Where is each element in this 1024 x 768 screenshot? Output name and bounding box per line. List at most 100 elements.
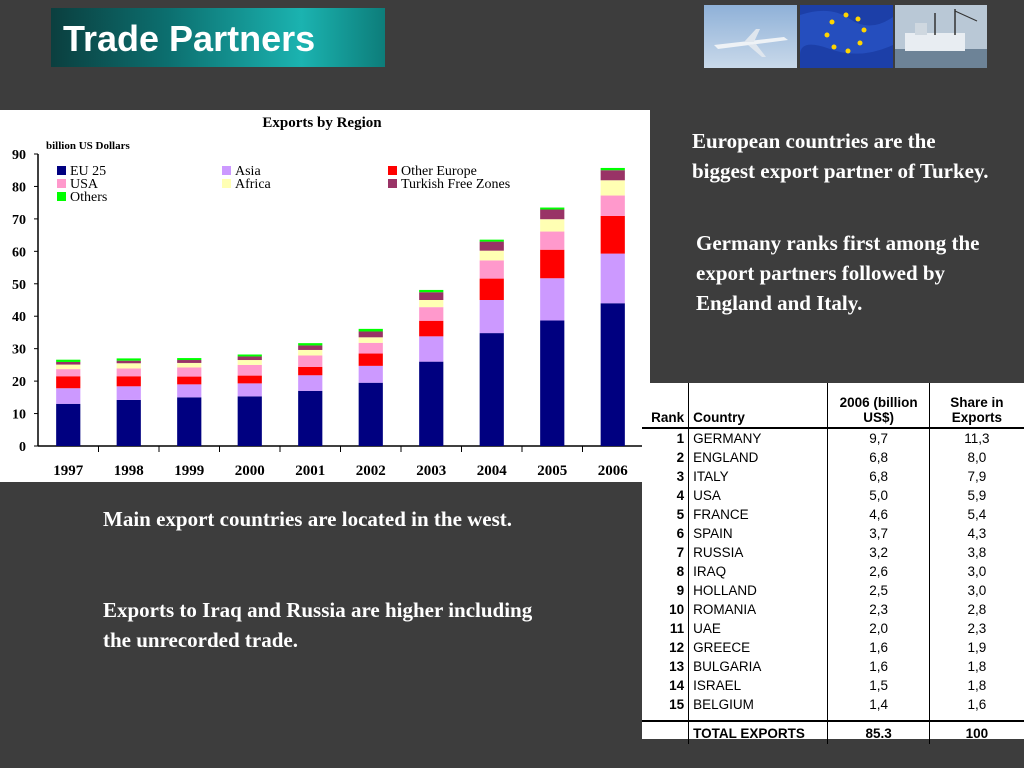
share-cell: 1,9	[967, 640, 987, 655]
bar-segment	[600, 180, 625, 196]
rank-cell: 9	[642, 581, 690, 600]
table-row: 6 SPAIN 3,7 4,3	[642, 524, 1024, 543]
country-cell: ENGLAND	[688, 448, 829, 467]
text-iraq-russia: Exports to Iraq and Russia are higher in…	[103, 598, 533, 652]
bar-segment	[358, 365, 383, 383]
table-row: 10 ROMANIA 2,3 2,8	[642, 600, 1024, 619]
rank-cell: 10	[642, 600, 690, 619]
table-row: 1 GERMANY 9,7 11,3	[642, 428, 1024, 448]
table-row: 2 ENGLAND 6,8 8,0	[642, 448, 1024, 467]
bar-segment	[479, 260, 504, 279]
bar-segment	[56, 361, 81, 365]
chart-title: Exports by Region	[262, 115, 382, 131]
value-cell: 1,6	[827, 657, 930, 676]
bar-segment	[479, 333, 504, 446]
country-cell: BULGARIA	[688, 657, 829, 676]
table-row: 11 UAE 2,0 2,3	[642, 619, 1024, 638]
bar-segment	[479, 278, 504, 300]
legend-swatch	[57, 179, 66, 188]
bar-segment	[56, 403, 81, 446]
bar-segment	[237, 356, 262, 361]
table-total-row: TOTAL EXPORTS 85.3 100	[642, 720, 1024, 744]
share-cell: 5,9	[967, 488, 987, 503]
share-cell: 1,8	[967, 659, 987, 674]
total-share-cell: 100	[929, 720, 1024, 744]
legend-swatch	[222, 166, 231, 175]
bar-segment	[419, 336, 444, 362]
table-row: 12 GREECE 1,6 1,9	[642, 638, 1024, 657]
bar-segment	[177, 360, 202, 363]
share-cell: 3,0	[967, 564, 987, 579]
header-country: Country	[688, 383, 829, 428]
legend-swatch	[222, 179, 231, 188]
bar-segment	[177, 397, 202, 446]
bar-segment	[116, 363, 141, 369]
bar-segment	[540, 249, 565, 279]
bar-segment	[116, 358, 141, 361]
legend-label: Africa	[235, 177, 272, 192]
bar-segment	[116, 386, 141, 400]
y-tick-label: 0	[19, 440, 26, 455]
export-partners-table-wrap: Rank Country 2006 (billion US$) Share in…	[642, 383, 1024, 744]
table-row: 3 ITALY 6,8 7,9	[642, 467, 1024, 486]
text-germany-ranks: Germany ranks first among the export par…	[696, 231, 980, 315]
bar-segment	[540, 320, 565, 446]
share-cell: 3,8	[967, 545, 987, 560]
total-rank-cell	[642, 720, 690, 744]
x-tick-label: 2000	[235, 463, 265, 479]
bar-segment	[479, 241, 504, 251]
rank-cell: 1	[642, 428, 690, 448]
y-tick-label: 50	[12, 278, 26, 293]
bar-segment	[116, 376, 141, 387]
value-cell: 2,5	[827, 581, 930, 600]
bar-segment	[237, 383, 262, 397]
country-cell: BELGIUM	[688, 695, 829, 714]
x-tick-label: 1999	[174, 463, 204, 479]
country-cell: UAE	[688, 619, 829, 638]
value-cell: 2,6	[827, 562, 930, 581]
bar-segment	[116, 399, 141, 446]
bar-segment	[540, 219, 565, 232]
total-value-cell: 85.3	[827, 720, 930, 744]
y-tick-label: 10	[12, 408, 26, 423]
bar-segment	[419, 300, 444, 308]
y-tick-label: 90	[12, 148, 26, 163]
bar-segment	[298, 343, 323, 346]
y-tick-label: 70	[12, 213, 26, 228]
spacer-cell	[827, 714, 930, 721]
country-cell: GERMANY	[688, 428, 829, 448]
share-cell: 1,8	[967, 678, 987, 693]
table-row: 7 RUSSIA 3,2 3,8	[642, 543, 1024, 562]
bar-segment	[419, 307, 444, 321]
bar-segment	[116, 368, 141, 377]
value-cell: 9,7	[827, 428, 930, 448]
rank-cell: 6	[642, 524, 690, 543]
bar-segment	[479, 239, 504, 242]
rank-cell: 12	[642, 638, 690, 657]
legend-label: USA	[70, 177, 99, 192]
bar-segment	[56, 376, 81, 389]
bar-segment	[419, 361, 444, 446]
bar-segment	[358, 382, 383, 446]
value-cell: 2,3	[827, 600, 930, 619]
bar-segment	[358, 331, 383, 338]
bar-segment	[237, 375, 262, 384]
rank-cell: 15	[642, 695, 690, 714]
bar-segment	[600, 253, 625, 304]
table-row: 5 FRANCE 4,6 5,4	[642, 505, 1024, 524]
bar-segment	[56, 359, 81, 362]
y-tick-label: 60	[12, 245, 26, 260]
rank-cell: 14	[642, 676, 690, 695]
rank-cell: 7	[642, 543, 690, 562]
bar-segment	[479, 250, 504, 261]
bar-segment	[540, 278, 565, 321]
total-label-cell: TOTAL EXPORTS	[688, 720, 829, 744]
bar-segment	[358, 353, 383, 366]
bar-segment	[298, 366, 323, 376]
value-cell: 6,8	[827, 467, 930, 486]
legend-swatch	[57, 166, 66, 175]
spacer-cell	[929, 714, 1024, 721]
country-cell: IRAQ	[688, 562, 829, 581]
eu-flag-photo	[800, 5, 893, 68]
table-row: 4 USA 5,0 5,9	[642, 486, 1024, 505]
